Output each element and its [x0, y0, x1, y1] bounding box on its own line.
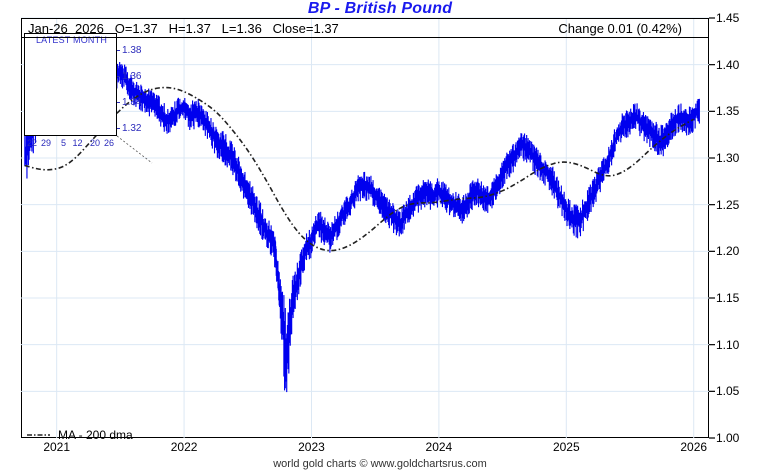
- y-axis-tick-label: 1.15: [716, 291, 740, 305]
- inset-y-tick-label: 1.38: [122, 44, 142, 56]
- x-axis-tick-label: 2022: [170, 440, 198, 454]
- x-axis-tick-label: 2026: [680, 440, 708, 454]
- y-axis-tick-label: 1.35: [716, 104, 740, 119]
- quote-bar: Jan-26 2026 O=1.37 H=1.37 L=1.36 Close=1…: [21, 18, 709, 38]
- y-axis-tick-label: 1.40: [716, 57, 740, 72]
- inset-y-tick-label: 1.32: [122, 122, 142, 134]
- ma-line-swatch-icon: [27, 434, 50, 436]
- footer-credit: world gold charts © www.goldchartsrus.co…: [273, 458, 487, 470]
- inset-y-tick-label: 1.36: [122, 70, 142, 82]
- y-axis-tick-label: 1.25: [716, 197, 740, 212]
- y-axis-tick-label: 1.20: [716, 244, 740, 259]
- inset-x-tick-label: 12: [72, 138, 83, 148]
- inset-x-tick-label: 5: [60, 138, 67, 148]
- gridlines: [21, 17, 709, 438]
- plot-frame: [21, 18, 709, 438]
- page-title: BP - British Pound: [307, 0, 453, 17]
- y-axis-tick-label: 1.00: [716, 431, 740, 445]
- inset-title: LATEST MONTH: [35, 35, 108, 45]
- x-axis-tick-label: 2024: [425, 440, 453, 454]
- y-axis-tick-label: 1.45: [716, 11, 740, 25]
- y-axis-tick-label: 1.30: [716, 151, 740, 165]
- y-axis-tick-label: 1.05: [716, 384, 740, 399]
- x-axis-tick-label: 2021: [43, 440, 71, 454]
- x-axis-tick-label: 2025: [552, 440, 580, 454]
- inset-latest-month-chart: LATEST MONTH: [24, 33, 117, 136]
- inset-x-tick-label: 26: [103, 138, 115, 148]
- inset-x-tick-label: 29: [40, 138, 52, 148]
- quote-change-text: Change 0.01 (0.42%): [558, 21, 682, 36]
- x-axis-tick-label: 2023: [298, 440, 325, 454]
- inset-x-tick-label: 22: [26, 138, 38, 148]
- ma-200dma-series: [24, 86, 695, 252]
- quote-ohlc-text: Jan-26 2026 O=1.37 H=1.37 L=1.36 Close=1…: [28, 21, 339, 36]
- y-axis-tick-label: 1.10: [716, 337, 740, 352]
- legend: MA - 200 dma: [26, 428, 133, 442]
- y-axis-ticks: [709, 17, 715, 439]
- inset-x-tick-label: 20: [89, 138, 101, 148]
- legend-label-ma: MA - 200 dma: [58, 428, 133, 442]
- inset-y-tick-label: 1.34: [122, 96, 142, 108]
